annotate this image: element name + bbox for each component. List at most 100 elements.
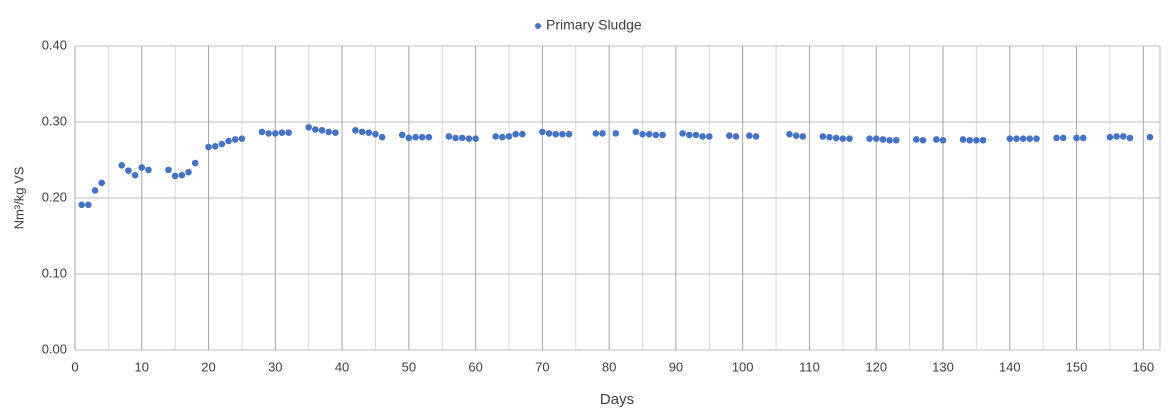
data-point [445,133,453,140]
data-point [412,133,419,141]
data-point [1119,133,1127,140]
data-point [218,140,226,148]
data-point [1073,134,1080,142]
data-point [726,132,733,139]
data-point [185,168,192,176]
x-tick-label: 70 [535,359,549,374]
data-point [125,167,132,174]
data-point [912,136,920,143]
data-point [659,131,666,139]
data-point [979,136,987,144]
data-point [746,132,753,139]
data-point [652,131,660,139]
data-point [272,130,279,137]
y-tick-label: 0.20 [42,189,67,204]
data-point [225,137,232,145]
data-point [706,133,713,140]
data-point [238,135,246,143]
data-point [231,136,239,143]
x-tick-label: 130 [932,359,954,374]
data-point [258,128,266,136]
x-tick-label: 80 [602,359,616,374]
data-point [191,159,199,167]
data-point [465,135,473,143]
data-point [832,134,840,142]
legend-marker [535,23,541,29]
data-point [892,136,900,144]
x-tick-label: 110 [799,359,820,374]
data-point [118,162,126,169]
data-point [472,135,479,143]
data-point [285,129,292,136]
data-point [98,179,106,187]
data-point [1033,135,1040,143]
x-tick-label: 50 [402,359,416,374]
data-point [1146,133,1154,141]
data-point [1113,133,1120,140]
data-point [318,127,326,134]
data-point [171,172,179,180]
data-point [85,201,92,209]
y-tick-label: 0.30 [42,113,67,128]
data-point [846,135,853,143]
x-tick-label: 160 [1132,359,1154,374]
data-point [933,136,940,143]
data-point [78,201,85,209]
data-point [1019,135,1027,143]
data-point [425,133,433,141]
x-tick-label: 10 [135,359,149,374]
data-point [91,187,99,194]
x-tick-label: 40 [335,359,349,374]
data-point [519,130,526,138]
data-point [205,143,212,151]
data-point [612,130,620,137]
data-point [565,130,573,138]
x-axis-label: Days [600,391,634,408]
x-tick-label: 140 [999,359,1021,374]
data-point [966,136,974,144]
x-tick-label: 30 [268,359,282,374]
data-point [418,133,426,141]
data-point [1053,134,1060,142]
data-point [358,128,366,136]
data-point [312,126,319,133]
y-tick-label: 0.00 [42,341,67,356]
data-point [692,131,700,139]
data-point [539,128,546,136]
data-point [1059,134,1067,142]
y-axis-label: Nm³/kg VS [11,166,26,229]
y-tick-label: 0.10 [42,265,67,280]
data-point [939,136,947,144]
data-point [679,130,686,137]
data-point [1013,135,1020,143]
data-point [826,133,833,141]
data-point [365,129,373,136]
data-point [398,131,406,139]
data-point [786,130,793,138]
data-point [599,130,606,137]
data-point [632,128,640,136]
data-point [512,130,519,138]
x-tick-label: 120 [865,359,887,374]
data-point [165,166,172,174]
data-point [685,131,693,139]
data-point [799,133,807,140]
x-tick-label: 60 [468,359,482,374]
data-point [1079,134,1087,142]
data-point [866,135,873,143]
data-point [872,135,880,143]
y-tick-label: 0.40 [42,37,67,52]
data-point [592,130,600,137]
data-point [499,133,506,141]
data-point [699,133,706,140]
data-point [1026,135,1034,143]
x-tick-label: 20 [201,359,215,374]
data-point [372,130,379,138]
data-point [1126,134,1134,142]
x-tick-label: 150 [1066,359,1088,374]
data-point [919,136,927,144]
data-point [405,134,413,142]
data-point [265,130,272,137]
data-point [305,124,312,131]
